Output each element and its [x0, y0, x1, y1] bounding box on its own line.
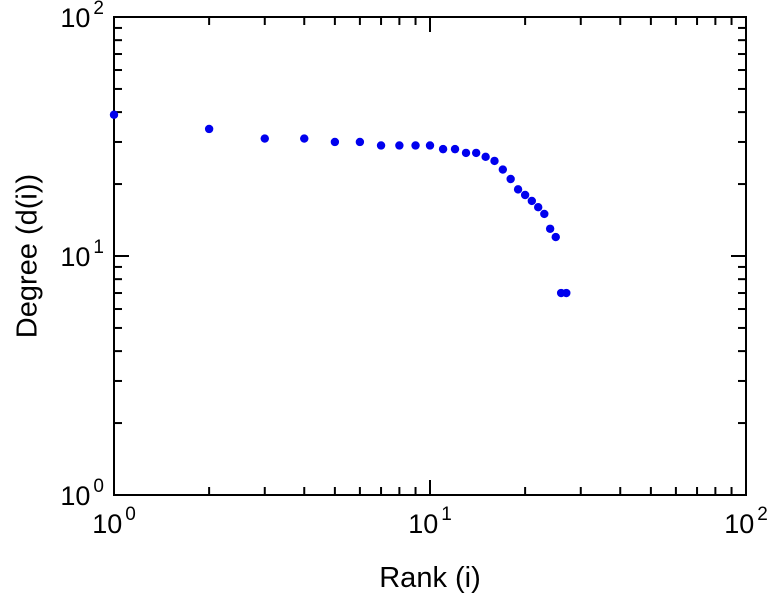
data-point [513, 185, 523, 194]
data-point [109, 110, 119, 119]
data-point [490, 156, 499, 166]
data-point [204, 124, 214, 134]
x-axis-label: Rank (i) [379, 562, 481, 594]
data-point [300, 134, 309, 143]
data-point [520, 190, 530, 200]
y-tick-label: 10 0 [60, 476, 104, 511]
data-point [551, 232, 560, 242]
data-point [498, 165, 508, 174]
data-point [540, 209, 549, 219]
data-point [450, 144, 460, 154]
data-point [527, 196, 537, 206]
data-point [260, 134, 269, 143]
data-point [395, 141, 404, 150]
data-point [534, 203, 543, 212]
data-point [411, 141, 420, 150]
y-tick-label: 10 2 [60, 0, 104, 33]
x-tick-label: 10 2 [724, 504, 768, 539]
data-point [471, 148, 481, 158]
data-point [562, 288, 571, 298]
data-point [330, 137, 340, 147]
data-point [425, 141, 435, 150]
x-tick-label: 10 1 [408, 504, 452, 539]
data-point [376, 141, 386, 150]
y-axis-label: Degree (d(i)) [11, 173, 44, 339]
data-point [461, 148, 471, 158]
y-tick-label: 10 1 [60, 237, 104, 272]
data-point [506, 174, 515, 184]
data-point [481, 152, 490, 162]
data-point [355, 137, 365, 147]
data-point [438, 144, 448, 154]
data-point [545, 224, 555, 233]
x-tick-label: 10 0 [92, 504, 136, 539]
plot-frame [113, 16, 747, 496]
